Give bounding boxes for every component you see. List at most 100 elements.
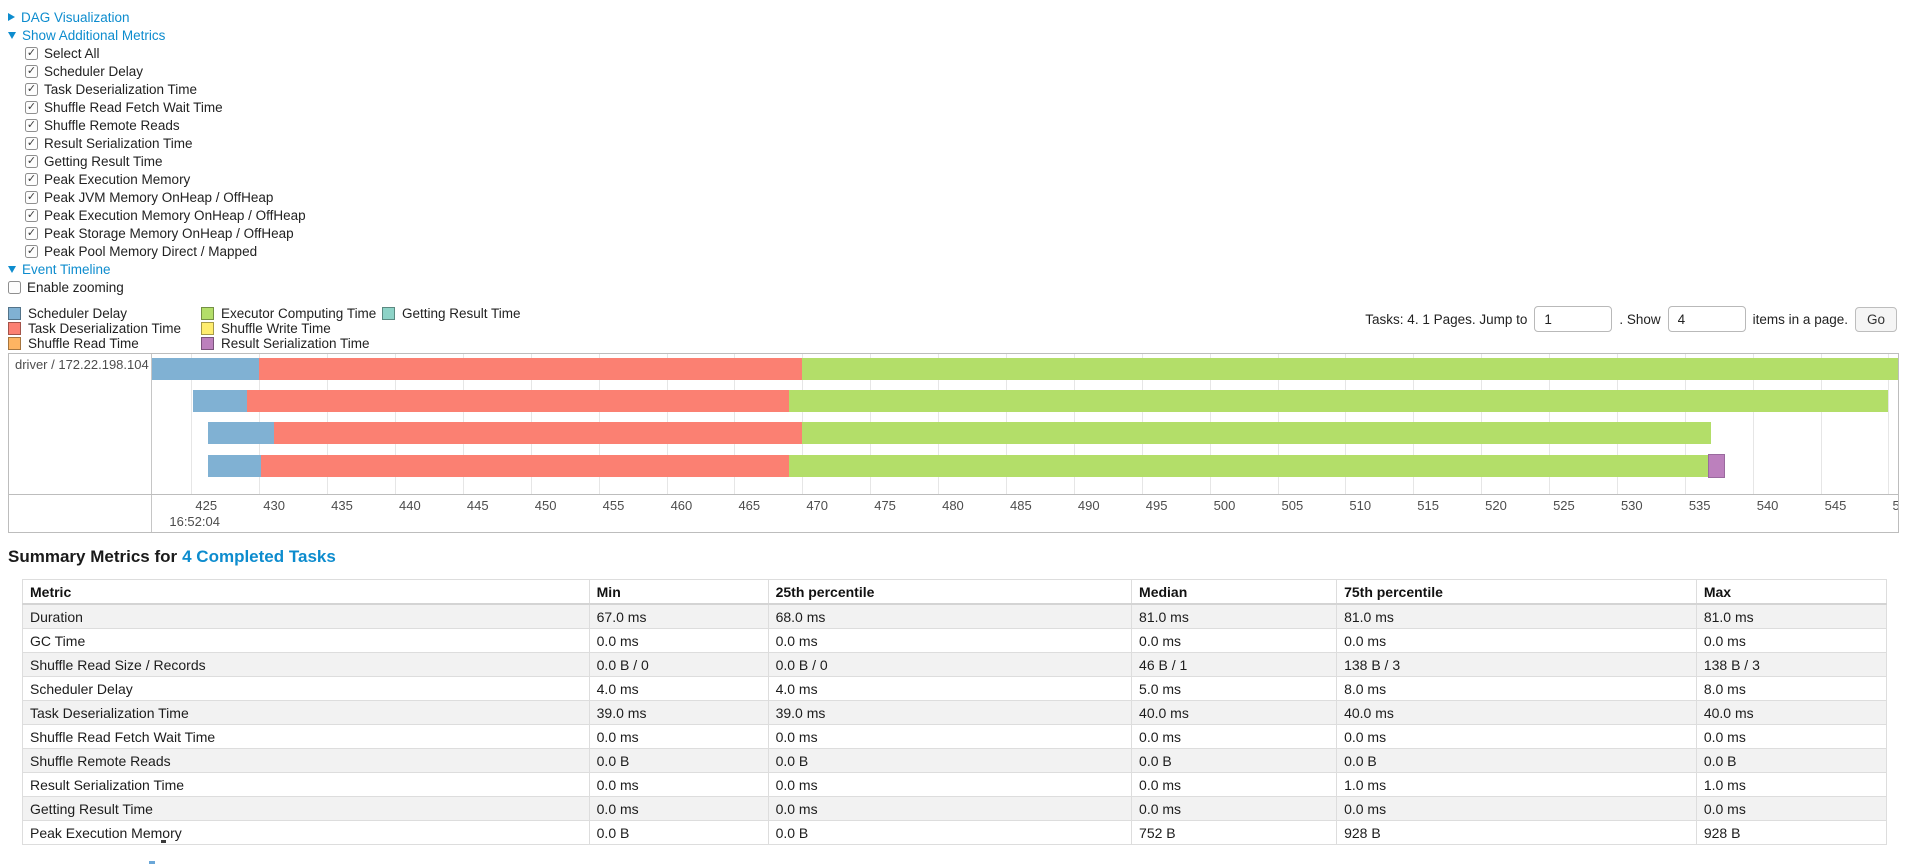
- metric-name-cell: GC Time: [22, 628, 590, 653]
- metric-checkbox-row[interactable]: Peak Pool Memory Direct / Mapped: [8, 242, 1899, 260]
- metric-checkbox[interactable]: [25, 244, 38, 258]
- summary-table-row: Shuffle Read Size / Records 0.0 B / 0 0.0 …: [22, 652, 1888, 677]
- gridline: [191, 354, 193, 494]
- legend-label: Task Deserialization Time: [28, 321, 182, 336]
- task-bar-segment-task_deserialization_time[interactable]: [260, 455, 789, 477]
- legend-item-result_serialization_time: Result Serialization Time: [201, 336, 382, 351]
- task-bar-segment-executor_computing_time[interactable]: [788, 455, 1710, 477]
- metric-value-cell: 0.0 B: [767, 748, 1133, 773]
- metric-value-cell: 4.0 ms: [767, 676, 1133, 701]
- summary-column-header[interactable]: 25th percentile: [767, 579, 1133, 605]
- metric-checkbox-row[interactable]: Peak Execution Memory OnHeap / OffHeap: [8, 206, 1899, 224]
- metric-checkbox-label: Select All: [44, 45, 100, 61]
- summary-table-row: Peak Execution Memory 0.0 B 0.0 B 752 B 928 …: [22, 820, 1888, 845]
- legend-label: Executor Computing Time: [221, 306, 377, 321]
- metric-value-cell: 138 B / 3: [1695, 652, 1888, 677]
- legend-item-shuffle_write_time: Shuffle Write Time: [201, 321, 382, 336]
- metric-checkbox-row[interactable]: Shuffle Remote Reads: [8, 116, 1899, 134]
- completed-tasks-link[interactable]: 4 Completed Tasks: [182, 547, 336, 566]
- metric-checkbox-row[interactable]: Select All: [8, 44, 1899, 62]
- metric-checkbox-label: Task Deserialization Time: [44, 81, 198, 97]
- metric-value-cell: 1.0 ms: [1336, 772, 1697, 797]
- metric-name-cell: Shuffle Read Size / Records: [22, 652, 590, 677]
- metric-checkbox[interactable]: [25, 172, 38, 186]
- summary-table-row: Task Deserialization Time 39.0 ms 39.0 ms 4…: [22, 700, 1888, 725]
- metric-value-cell: 39.0 ms: [767, 700, 1133, 725]
- metric-checkbox-row[interactable]: Getting Result Time: [8, 152, 1899, 170]
- axis-tick-label: 435: [331, 498, 353, 513]
- legend-item-scheduler_delay: Scheduler Delay: [8, 306, 201, 321]
- enable-zooming-checkbox[interactable]: [8, 280, 21, 294]
- metric-checkbox[interactable]: [25, 64, 38, 78]
- task-bar-segment-executor_computing_time[interactable]: [802, 422, 1711, 444]
- summary-table-row: Shuffle Read Fetch Wait Time 0.0 ms 0.0 ms…: [22, 724, 1888, 749]
- task-bar-segment-scheduler_delay[interactable]: [152, 358, 260, 380]
- summary-table-row: Result Serialization Time 0.0 ms 0.0 ms 0.0…: [22, 772, 1888, 797]
- metric-value-cell: 39.0 ms: [588, 700, 769, 725]
- metric-checkbox[interactable]: [25, 208, 38, 222]
- task-bar-segment-task_deserialization_time[interactable]: [259, 358, 803, 380]
- task-bar-segment-scheduler_delay[interactable]: [207, 422, 275, 444]
- metric-name-cell: Duration: [22, 603, 590, 629]
- task-bar-segment-executor_computing_time[interactable]: [802, 358, 1898, 380]
- metric-value-cell: 0.0 ms: [767, 724, 1133, 749]
- metric-value-cell: 0.0 B: [1131, 748, 1338, 773]
- metric-value-cell: 0.0 ms: [1131, 772, 1338, 797]
- summary-column-header[interactable]: Metric: [22, 579, 590, 605]
- metric-checkbox[interactable]: [25, 136, 38, 150]
- metric-checkbox[interactable]: [25, 100, 38, 114]
- dag-visualization-toggle[interactable]: DAG Visualization: [8, 8, 130, 26]
- axis-start-time-label: 16:52:04: [169, 514, 220, 529]
- metric-checkbox-row[interactable]: Peak JVM Memory OnHeap / OffHeap: [8, 188, 1899, 206]
- axis-tick-label: 475: [874, 498, 896, 513]
- summary-column-header[interactable]: Max: [1695, 579, 1888, 605]
- metric-checkbox-label: Result Serialization Time: [44, 135, 193, 151]
- summary-column-header[interactable]: Median: [1131, 579, 1338, 605]
- task-bar-segment-scheduler_delay[interactable]: [192, 390, 248, 412]
- task-bar-segment-task_deserialization_time[interactable]: [274, 422, 803, 444]
- event-timeline-toggle[interactable]: Event Timeline: [8, 260, 111, 278]
- go-button[interactable]: Go: [1854, 306, 1897, 332]
- metric-checkbox-row[interactable]: Peak Storage Memory OnHeap / OffHeap: [8, 224, 1899, 242]
- legend-label: Result Serialization Time: [221, 336, 370, 351]
- metric-checkbox-row[interactable]: Task Deserialization Time: [8, 80, 1899, 98]
- metric-checkbox[interactable]: [25, 154, 38, 168]
- metric-checkbox[interactable]: [25, 190, 38, 204]
- show-additional-metrics-toggle[interactable]: Show Additional Metrics: [8, 26, 165, 44]
- metric-value-cell: 0.0 B / 0: [588, 652, 769, 677]
- enable-zooming-row[interactable]: Enable zooming: [8, 278, 1899, 296]
- axis-tick-label: 525: [1553, 498, 1575, 513]
- metric-checkbox-row[interactable]: Scheduler Delay: [8, 62, 1899, 80]
- metric-value-cell: 81.0 ms: [1131, 603, 1338, 629]
- jump-to-page-input[interactable]: [1534, 306, 1613, 332]
- metric-checkbox-row[interactable]: Peak Execution Memory: [8, 170, 1899, 188]
- task-bar-segment-result_serialization_time[interactable]: [1708, 454, 1726, 478]
- summary-table-row: Shuffle Remote Reads 0.0 B 0.0 B 0.0 B 0.0 B…: [22, 748, 1888, 773]
- items-per-page-input[interactable]: [1667, 306, 1746, 332]
- axis-tick-label: 515: [1417, 498, 1439, 513]
- task-bar-segment-scheduler_delay[interactable]: [207, 455, 261, 477]
- task-bar-segment-executor_computing_time[interactable]: [788, 390, 1889, 412]
- summary-table-row: GC Time 0.0 ms 0.0 ms 0.0 ms 0.0 ms 0.0 ms: [22, 628, 1888, 653]
- metric-checkbox[interactable]: [25, 118, 38, 132]
- axis-tick-label: 520: [1485, 498, 1507, 513]
- metric-checkbox-row[interactable]: Shuffle Read Fetch Wait Time: [8, 98, 1899, 116]
- metric-checkbox[interactable]: [25, 82, 38, 96]
- legend-label: Shuffle Write Time: [221, 321, 331, 336]
- metric-checkbox-row[interactable]: Result Serialization Time: [8, 134, 1899, 152]
- legend-item-executor_computing_time: Executor Computing Time: [201, 306, 382, 321]
- timeline-plot-area[interactable]: [152, 354, 1898, 494]
- metric-value-cell: 0.0 ms: [1131, 628, 1338, 653]
- gridline: [1820, 354, 1822, 494]
- metric-checkbox[interactable]: [25, 46, 38, 60]
- task-bar-segment-task_deserialization_time[interactable]: [247, 390, 789, 412]
- legend-item-task_deserialization_time: Task Deserialization Time: [8, 321, 201, 336]
- metric-value-cell: 68.0 ms: [767, 603, 1133, 629]
- summary-column-header[interactable]: 75th percentile: [1336, 579, 1697, 605]
- metric-checkbox[interactable]: [25, 226, 38, 240]
- metric-value-cell: 40.0 ms: [1336, 700, 1697, 725]
- legend-swatch-icon: [8, 337, 21, 350]
- summary-column-header[interactable]: Min: [588, 579, 769, 605]
- items-per-page-suffix: items in a page.: [1752, 311, 1848, 327]
- show-separator-text: . Show: [1619, 311, 1661, 327]
